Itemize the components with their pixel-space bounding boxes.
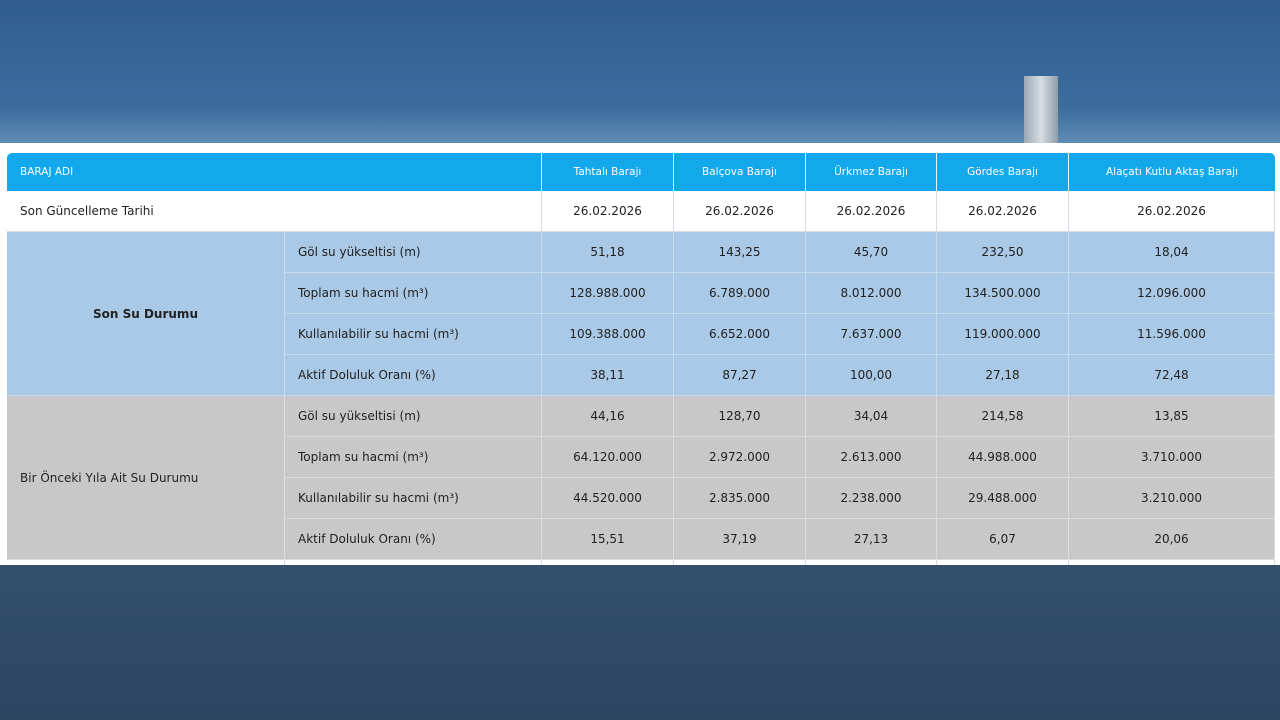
cell: 18,04 (1069, 232, 1275, 273)
row-label: Aktif Doluluk Oranı (%) (285, 355, 542, 396)
cell: 2.972.000 (674, 437, 806, 478)
cell: 20,06 (1069, 519, 1275, 560)
cell: 44.520.000 (542, 478, 674, 519)
row-label: Göl su yükseltisi (m) (285, 232, 542, 273)
cell: 100,00 (806, 355, 937, 396)
cell: 12.096.000 (1069, 273, 1275, 314)
cell: 26.02.2026 (1069, 191, 1275, 232)
empty-cell (806, 560, 937, 565)
cell: 3.210.000 (1069, 478, 1275, 519)
header-cell: Gördes Barajı (937, 153, 1069, 191)
data-row: Toplam su hacmi (m³) 64.120.000 2.972.000 2… (7, 437, 1275, 478)
tower (1024, 76, 1058, 146)
panel: BARAJ ADI Tahtalı Barajı Balçova Barajı Ürk… (0, 143, 1280, 565)
data-row: Aktif Doluluk Oranı (%) 15,51 37,19 27,13 6,… (7, 519, 1275, 560)
cell: 87,27 (674, 355, 806, 396)
data-row: Son Su Durumu Göl su yükseltisi (m) 51,18 1… (7, 232, 1275, 396)
cell: 26.02.2026 (937, 191, 1069, 232)
data-row: Kullanılabilir su hacmi (m³) 109.388.000 6… (7, 314, 1275, 355)
group-label: Son Su Durumu (7, 232, 285, 396)
group-label: Bir Önceki Yıla Ait Su Durumu (7, 396, 285, 560)
cell: 15,51 (542, 519, 674, 560)
date-row: Son Güncelleme Tarihi 26.02.2026 26.02.202… (7, 191, 1275, 232)
cell: 143,25 (674, 232, 806, 273)
cell: 29.488.000 (937, 478, 1069, 519)
cell: 37,19 (674, 519, 806, 560)
row-label: Toplam su hacmi (m³) (285, 437, 542, 478)
cell: 34,04 (806, 396, 937, 437)
cell: 3.710.000 (1069, 437, 1275, 478)
row-label: Son Güncelleme Tarihi (7, 191, 542, 232)
data-row: Kullanılabilir su hacmi (m³) 44.520.000 2.… (7, 478, 1275, 519)
cell: 232,50 (937, 232, 1069, 273)
header-cell: BARAJ ADI (7, 153, 542, 191)
cell: 45,70 (806, 232, 937, 273)
empty-cell (285, 560, 542, 565)
cell: 8.012.000 (806, 273, 937, 314)
data-row: Toplam su hacmi (m³) 128.988.000 6.789.000… (7, 273, 1275, 314)
cell: 7.637.000 (806, 314, 937, 355)
cell: 128.988.000 (542, 273, 674, 314)
cell: 72,48 (1069, 355, 1275, 396)
cell: 2.835.000 (674, 478, 806, 519)
empty-cell (937, 560, 1069, 565)
data-row: Aktif Doluluk Oranı (%) 38,11 87,27 100,00 2… (7, 355, 1275, 396)
cell: 134.500.000 (937, 273, 1069, 314)
empty-cell (7, 560, 285, 565)
cell: 119.000.000 (937, 314, 1069, 355)
row-label: Aktif Doluluk Oranı (%) (285, 519, 542, 560)
empty-cell (1069, 560, 1275, 565)
cell: 11.596.000 (1069, 314, 1275, 355)
cell: 26.02.2026 (806, 191, 937, 232)
data-row: Bir Önceki Yıla Ait Su Durumu Göl su yüks… (7, 396, 1275, 560)
cell: 214,58 (937, 396, 1069, 437)
row-label: Göl su yükseltisi (m) (285, 396, 542, 437)
row-label: Toplam su hacmi (m³) (285, 273, 542, 314)
dam-table: BARAJ ADI Tahtalı Barajı Balçova Barajı Ürk… (7, 153, 1275, 565)
empty-cell (542, 560, 674, 565)
row-label: Kullanılabilir su hacmi (m³) (285, 314, 542, 355)
header-cell: Alaçatı Kutlu Aktaş Barajı (1069, 153, 1275, 191)
cell: 2.613.000 (806, 437, 937, 478)
cell: 109.388.000 (542, 314, 674, 355)
cell: 26.02.2026 (542, 191, 674, 232)
cell: 38,11 (542, 355, 674, 396)
cell: 6.652.000 (674, 314, 806, 355)
cell: 64.120.000 (542, 437, 674, 478)
cell: 128,70 (674, 396, 806, 437)
cell: 2.238.000 (806, 478, 937, 519)
cell: 6.789.000 (674, 273, 806, 314)
cell: 44,16 (542, 396, 674, 437)
cell: 51,18 (542, 232, 674, 273)
empty-cell (674, 560, 806, 565)
header-cell: Ürkmez Barajı (806, 153, 937, 191)
cell: 27,13 (806, 519, 937, 560)
header-row: BARAJ ADI Tahtalı Barajı Balçova Barajı Ürk… (7, 153, 1275, 191)
cell: 6,07 (937, 519, 1069, 560)
header-cell: Tahtalı Barajı (542, 153, 674, 191)
cell: 44.988.000 (937, 437, 1069, 478)
cell: 27,18 (937, 355, 1069, 396)
header-cell: Balçova Barajı (674, 153, 806, 191)
cut-row (7, 560, 1275, 565)
cell: 26.02.2026 (674, 191, 806, 232)
cell: 13,85 (1069, 396, 1275, 437)
row-label: Kullanılabilir su hacmi (m³) (285, 478, 542, 519)
